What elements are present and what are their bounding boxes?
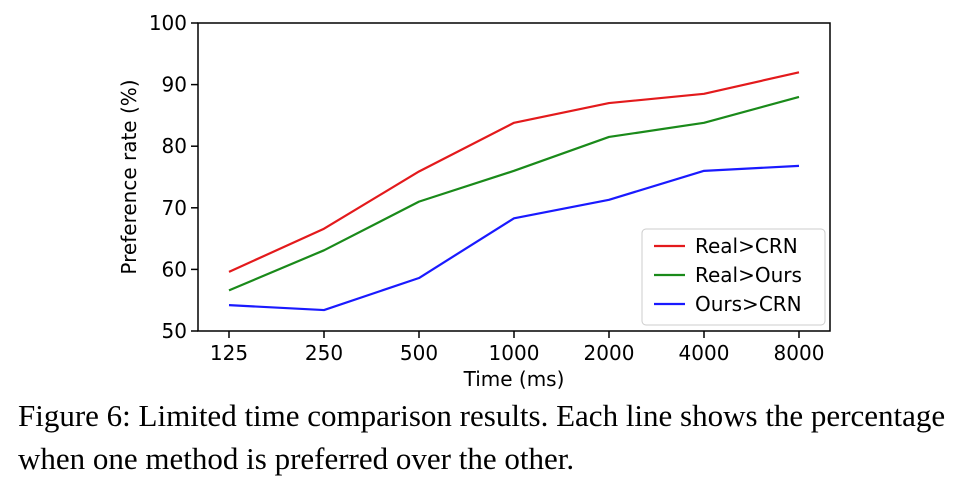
- y-tick-label: 60: [162, 257, 187, 281]
- x-axis: 125 250 500 1000 2000 4000 8000: [210, 331, 825, 365]
- series-line-ours-crn: [228, 164, 800, 312]
- y-tick-label: 100: [149, 11, 187, 35]
- figure-caption: Figure 6: Limited time comparison result…: [18, 398, 946, 476]
- x-tick-label: 500: [400, 341, 438, 365]
- legend: Real>CRN Real>Ours Ours>CRN: [641, 228, 826, 326]
- y-tick-label: 90: [162, 73, 187, 97]
- y-axis: 50 60 70 80 90 100: [149, 11, 198, 343]
- x-tick-label: 250: [305, 341, 343, 365]
- x-tick-label: 8000: [774, 341, 825, 365]
- x-tick-label: 1000: [489, 341, 540, 365]
- y-tick-label: 70: [162, 196, 187, 220]
- x-tick-label: 4000: [679, 341, 730, 365]
- x-axis-label: Time (ms): [463, 367, 565, 391]
- legend-box: [641, 228, 826, 326]
- x-tick-label: 125: [210, 341, 248, 365]
- x-tick-label: 2000: [584, 341, 635, 365]
- y-axis-label: Preference rate (%): [117, 79, 141, 274]
- series-lines: [228, 71, 800, 312]
- legend-label: Real>Ours: [695, 263, 802, 287]
- legend-label: Real>CRN: [695, 234, 798, 258]
- y-tick-label: 50: [162, 319, 187, 343]
- series-line-real-ours: [228, 95, 800, 292]
- legend-label: Ours>CRN: [695, 292, 802, 316]
- series-line-real-crn: [228, 71, 800, 273]
- y-tick-label: 80: [162, 134, 187, 158]
